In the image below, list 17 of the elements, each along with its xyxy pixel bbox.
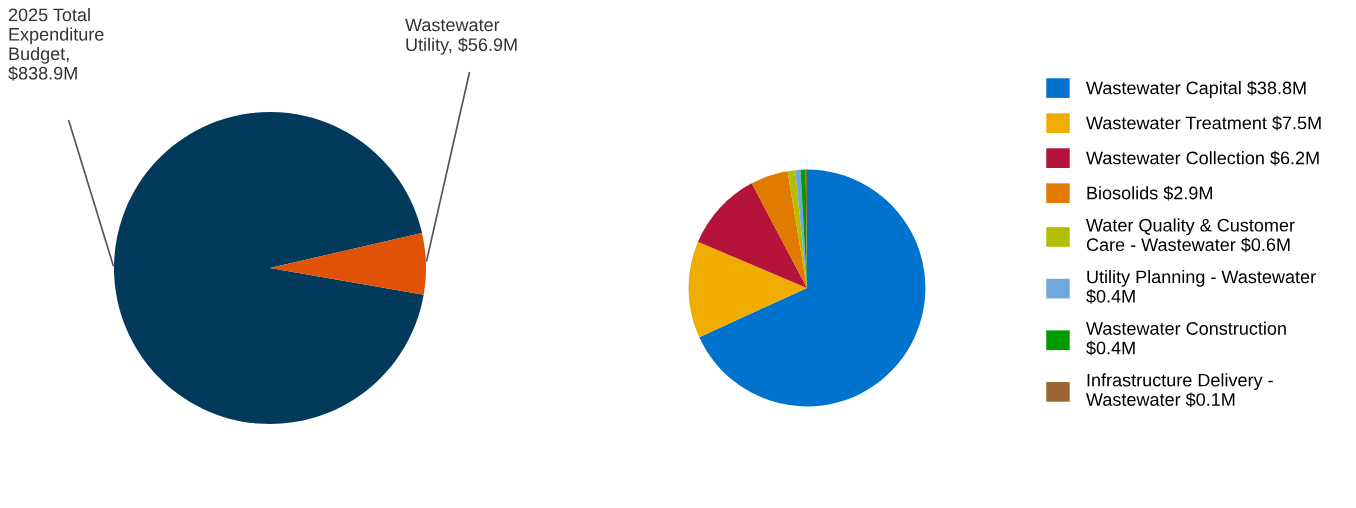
slice-label: Wastewater Utility, $56.9M [405, 18, 517, 55]
pie-slice [787, 170, 807, 288]
pie-slice [688, 241, 807, 338]
legend-label: Infrastructure Delivery - Wastewater $0.1M [1086, 373, 1273, 408]
legend-label: Wastewater Collection $6.2M [1086, 150, 1319, 166]
pie-slice [751, 171, 807, 288]
pie-slice [114, 112, 424, 424]
pie-slice [697, 183, 807, 288]
legend-label: Water Quality & Customer Care - Wastewater $0.6M [1086, 218, 1295, 253]
legend-label: Wastewater Treatment $7.5M [1086, 115, 1321, 131]
pie-slice [270, 232, 426, 295]
legend-label: Biosolids $2.9M [1087, 185, 1212, 201]
legend-label: Utility Planning - Wastewater $0.4M [1086, 269, 1316, 304]
slice-label: 2025 Total Expenditure Budget, $838.9M [8, 8, 104, 81]
pie-slice [699, 169, 926, 407]
legend-label: Wastewater Construction $0.4M [1086, 321, 1286, 356]
legend-label: Wastewater Capital $38.8M [1086, 80, 1306, 98]
